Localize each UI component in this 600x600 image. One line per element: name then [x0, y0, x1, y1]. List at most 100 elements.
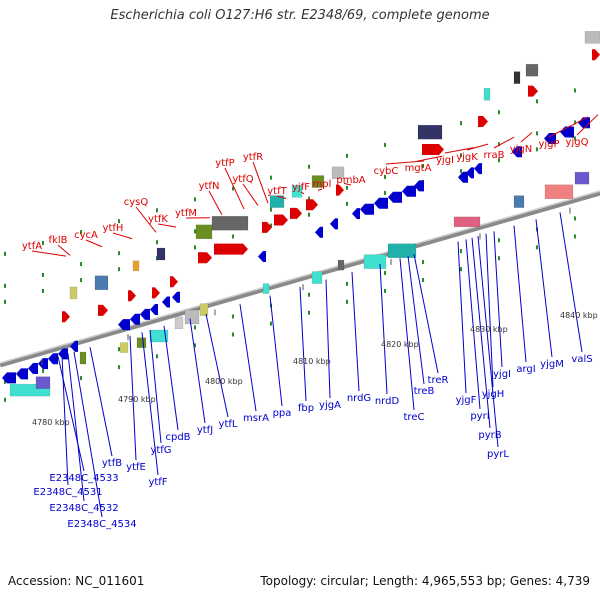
leader-line — [407, 255, 425, 385]
feature-box — [199, 303, 209, 316]
forward-gene-arrow — [528, 85, 538, 97]
leader-line — [61, 355, 69, 486]
leader-line — [343, 182, 352, 186]
forward-gene-label-ytfR: ytfR — [243, 152, 263, 163]
track-dot — [536, 131, 538, 136]
feature-box — [483, 88, 491, 101]
feature-box — [69, 286, 78, 300]
forward-gene-label-yjgK: yjgK — [456, 152, 478, 163]
track-dot — [460, 267, 462, 272]
track-dot — [498, 110, 500, 115]
track-dot — [42, 272, 44, 277]
feature-box — [156, 247, 166, 261]
track-dot — [118, 365, 120, 370]
reverse-gene-label-yjgH: yjgH — [482, 389, 505, 400]
genome-backbone — [0, 190, 600, 368]
track-dot — [536, 245, 538, 250]
reverse-gene-label-cpdB: cpdB — [165, 432, 190, 443]
scale-tick-label: 4780 kbp — [32, 418, 70, 427]
feature-box — [149, 329, 169, 343]
feature-box — [174, 316, 184, 330]
reverse-gene-label-ppa: ppa — [273, 408, 292, 419]
track-dot — [118, 347, 120, 352]
leader-line — [513, 225, 527, 363]
track-dot — [232, 234, 234, 239]
forward-gene-label-yjfF: yjfF — [292, 182, 310, 193]
leader-line — [269, 295, 283, 407]
track-dot — [346, 281, 348, 286]
reverse-gene-label-treR: treR — [428, 375, 449, 386]
reverse-gene-arrow — [360, 203, 374, 215]
track-dot — [270, 175, 272, 180]
leader-line — [471, 237, 491, 429]
reverse-gene-label-ytfB: ytfB — [102, 458, 122, 469]
reverse-gene-arrow — [258, 251, 266, 263]
forward-gene-label-ytfP: ytfP — [215, 158, 234, 169]
scale-ticks: 4780 kbp 4790 kbp 4800 kbp 4810 kbp 4820 kbp… — [32, 207, 598, 427]
scale-tick-label: 4830 kbp — [470, 325, 508, 334]
reverse-gene-label-ytfJ: ytfJ — [197, 425, 213, 436]
forward-gene-label-yjgN: yjgN — [510, 144, 533, 155]
track-dot — [194, 197, 196, 202]
forward-gene-arrow — [262, 221, 272, 233]
reverse-gene-label-valS: valS — [571, 354, 592, 365]
reverse-gene-arrow — [38, 358, 48, 370]
scale-tick-label: 4820 kbp — [381, 340, 419, 349]
leader-line — [112, 232, 133, 240]
forward-gene-arrow — [290, 207, 302, 219]
track-dot — [118, 267, 120, 272]
track-dot — [422, 164, 424, 169]
leader-line — [379, 264, 388, 395]
feature-box — [311, 271, 323, 284]
leader-line — [351, 272, 360, 392]
track-dot — [4, 299, 6, 304]
leader-line — [208, 190, 223, 216]
reverse-gene-label-msrA: msrA — [243, 413, 269, 424]
track-dot — [194, 229, 196, 234]
track-dot — [422, 278, 424, 283]
reverse-gene-arrow — [388, 191, 402, 203]
leader-line — [157, 223, 177, 228]
reverse-gene-arrow — [414, 180, 424, 192]
track-dot — [498, 158, 500, 163]
track-dot — [460, 153, 462, 158]
reverse-gene-arrow — [474, 163, 482, 175]
track-dot — [4, 283, 6, 288]
forward-gene-label-mpl: mpl — [313, 179, 332, 190]
track-dot — [384, 288, 386, 293]
leader-line — [239, 304, 257, 412]
accession-label: Accession: NC_011601 — [8, 574, 145, 588]
leader-line — [385, 160, 425, 165]
leader-line — [299, 286, 307, 402]
feature-box — [544, 184, 574, 200]
leader-line — [300, 191, 305, 195]
forward-gene-arrow — [336, 184, 344, 196]
forward-gene-arrow — [128, 290, 136, 302]
forward-gene-label-ytfH: ytfH — [103, 223, 124, 234]
reverse-gene-arrow — [466, 167, 474, 179]
reverse-gene-arrow — [2, 372, 16, 384]
forward-gene-arrow — [422, 144, 444, 156]
forward-gene-arrow — [170, 276, 178, 288]
leader-line — [242, 183, 259, 206]
genome-title: Escherichia coli O127:H6 str. E2348/69, … — [110, 8, 490, 23]
track-dot — [460, 249, 462, 254]
reverse-gene-arrow — [512, 146, 522, 158]
leader-line — [67, 353, 85, 502]
reverse-gene-label-yjgA: yjgA — [319, 400, 341, 411]
reverse-gene-arrow — [172, 291, 180, 303]
reverse-gene-label-yjgM: yjgM — [540, 359, 564, 370]
forward-gene-arrow — [274, 214, 288, 226]
track-dot — [42, 240, 44, 245]
reverse-gene-label-ytfF: ytfF — [148, 477, 167, 488]
track-dot — [346, 201, 348, 206]
leader-line — [413, 254, 439, 374]
forward-gene-label-cysQ: cysQ — [124, 197, 149, 208]
reverse-gene-label-nrdD: nrdD — [375, 396, 400, 407]
leader-line — [205, 313, 229, 418]
feature-box — [574, 171, 590, 185]
feature-box — [195, 224, 213, 240]
feature-box — [387, 243, 417, 259]
forward-gene-label-mgtA: mgtA — [405, 163, 432, 174]
